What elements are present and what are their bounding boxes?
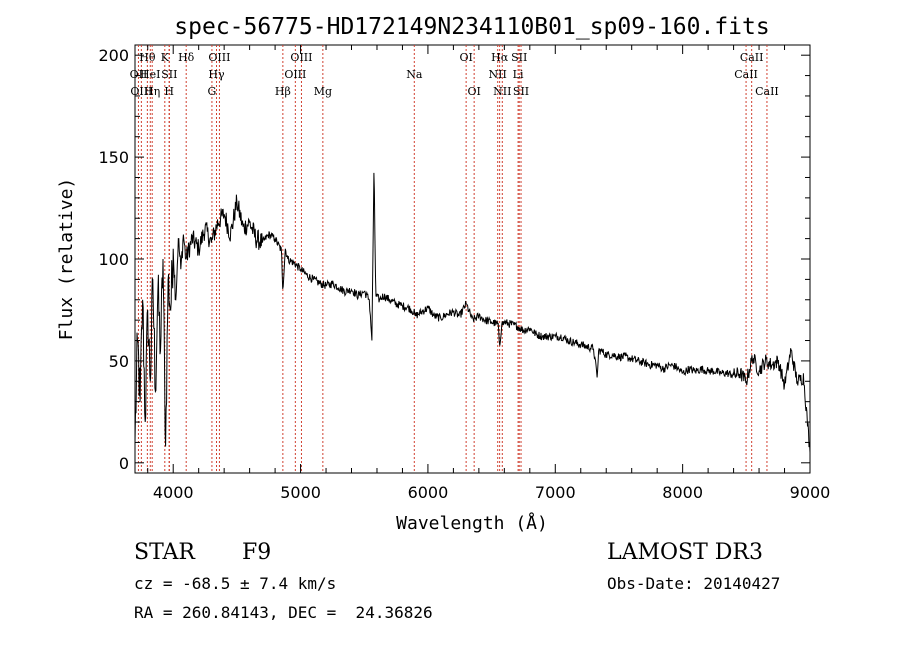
chart-title: spec-56775-HD172149N234110B01_sp09-160.f… — [174, 14, 769, 40]
survey-name: LAMOST DR3 — [607, 540, 763, 565]
y-tick-label: 50 — [109, 352, 129, 371]
spectral-line-labels: OII OIII Hθ HeI Hη K SII H Hδ OIII Hγ G Hβ OIII OIII Mg… — [130, 51, 779, 98]
line-label: H — [164, 85, 174, 98]
line-label: OII — [130, 68, 148, 81]
line-label: OI — [467, 85, 480, 98]
x-tick-label: 6000 — [408, 483, 449, 502]
line-label: CaII — [755, 85, 779, 98]
object-subclass: F9 — [242, 540, 272, 565]
spectral-line-markers — [137, 45, 768, 473]
y-tick-label: 200 — [98, 46, 129, 65]
line-label: OIII — [130, 85, 152, 98]
line-label: NII — [493, 85, 511, 98]
x-tick-label: 5000 — [280, 483, 321, 502]
line-label: Na — [406, 68, 423, 81]
spectrum-line — [134, 172, 811, 453]
line-label: Hγ — [208, 68, 225, 81]
line-label: Li — [513, 68, 524, 81]
x-tick-label: 7000 — [535, 483, 576, 502]
line-label: SII — [161, 68, 177, 81]
line-label: G — [208, 85, 217, 98]
y-tick-label: 100 — [98, 250, 129, 269]
line-label: Hβ — [275, 85, 291, 98]
line-label: CaII — [740, 51, 764, 64]
line-label: SII — [511, 51, 527, 64]
line-label: OI — [459, 51, 472, 64]
x-tick-label: 4000 — [153, 483, 194, 502]
coordinates: RA = 260.84143, DEC = 24.36826 — [134, 603, 433, 622]
line-label: Hδ — [178, 51, 195, 64]
object-class: STAR — [134, 540, 195, 565]
y-tick-label: 0 — [119, 454, 129, 473]
redshift-readout: cz = -68.5 ± 7.4 km/s — [134, 574, 337, 593]
line-label: OIII — [290, 51, 312, 64]
y-axis-ticks: 0 50 100 150 200 — [98, 46, 810, 473]
line-label: NII — [489, 68, 507, 81]
line-label: K — [161, 51, 170, 64]
line-label: Mg — [314, 85, 332, 98]
line-label: OIII — [208, 51, 230, 64]
x-tick-label: 8000 — [662, 483, 703, 502]
line-label: Hη — [144, 85, 160, 98]
x-axis-ticks: 4000 5000 6000 7000 8000 9000 — [147, 45, 831, 502]
line-label: Hθ — [139, 51, 156, 64]
obs-date: Obs-Date: 20140427 — [607, 574, 781, 593]
x-tick-label: 9000 — [790, 483, 831, 502]
line-label: OIII — [284, 68, 306, 81]
x-axis-label: Wavelength (Å) — [396, 512, 548, 534]
plot-frame — [134, 44, 811, 474]
line-label: HeI — [140, 68, 160, 81]
y-tick-label: 150 — [98, 148, 129, 167]
y-axis-label: Flux (relative) — [56, 178, 77, 341]
line-label: Hα — [491, 51, 509, 64]
spectrum-chart: spec-56775-HD172149N234110B01_sp09-160.f… — [56, 14, 831, 534]
line-label: CaII — [734, 68, 758, 81]
line-label: SII — [513, 85, 529, 98]
